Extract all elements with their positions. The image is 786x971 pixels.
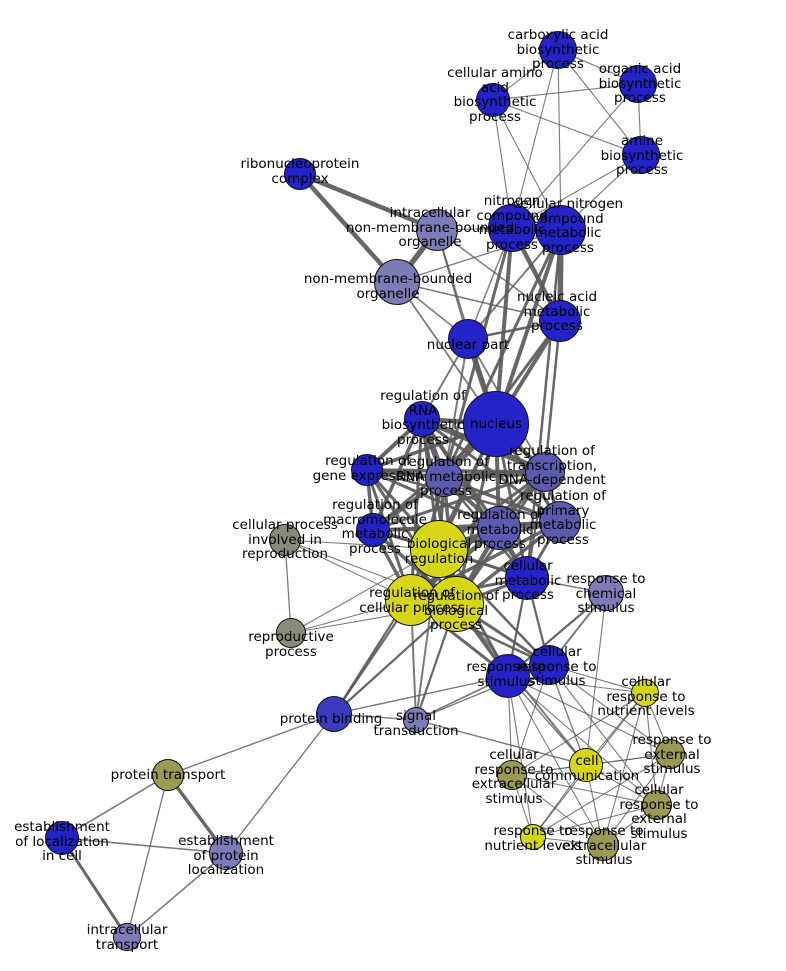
graph-edge bbox=[532, 753, 671, 838]
graph-edge bbox=[60, 837, 129, 938]
graph-edge bbox=[511, 692, 646, 776]
graph-node-establishment-of-protein-localization[interactable] bbox=[209, 836, 243, 870]
graph-node-regulation-of-rna-metabolic-process[interactable] bbox=[425, 459, 463, 497]
graph-node-protein-binding[interactable] bbox=[316, 696, 352, 732]
graph-edge bbox=[492, 99, 642, 156]
graph-edge bbox=[126, 774, 169, 938]
graph-edge bbox=[61, 774, 169, 839]
graph-node-carboxylic-acid-biosynthetic-process[interactable] bbox=[539, 31, 577, 69]
graph-edge bbox=[511, 154, 642, 229]
graph-edge bbox=[61, 837, 227, 854]
graph-node-regulation-of-biological-process[interactable] bbox=[428, 576, 484, 632]
graph-edge bbox=[507, 675, 534, 838]
graph-edge bbox=[543, 320, 562, 473]
graph-edge bbox=[511, 774, 604, 846]
graph-edge bbox=[511, 774, 658, 806]
graph-node-intracellular-transport[interactable] bbox=[113, 923, 141, 951]
graph-edge bbox=[511, 49, 559, 229]
graph-node-protein-transport[interactable] bbox=[152, 759, 184, 791]
graph-node-non-membrane-bounded-organelle[interactable] bbox=[374, 259, 420, 305]
graph-node-nuclear-part[interactable] bbox=[448, 319, 488, 359]
graph-edge bbox=[557, 49, 642, 156]
graph-node-biological-regulation[interactable] bbox=[410, 520, 468, 578]
graph-node-cell-communication[interactable] bbox=[569, 748, 603, 782]
graph-node-signal-transduction[interactable] bbox=[403, 707, 429, 733]
graph-node-regulation-of-transcription-dna-dependent[interactable] bbox=[525, 452, 565, 492]
graph-edge bbox=[492, 83, 639, 101]
graph-edge bbox=[299, 171, 438, 233]
graph-edge bbox=[507, 675, 646, 694]
graph-node-response-to-external-stimulus[interactable] bbox=[655, 739, 685, 769]
graph-node-organic-acid-biosynthetic-process[interactable] bbox=[619, 65, 657, 103]
graph-node-response-to-chemical-stimulus[interactable] bbox=[588, 575, 624, 611]
graph-node-cellular-response-to-stimulus[interactable] bbox=[529, 645, 569, 685]
graph-node-regulation-of-primary-metabolic-process[interactable] bbox=[539, 501, 581, 543]
graph-node-reproductive-process[interactable] bbox=[276, 618, 306, 648]
graph-node-cellular-process-involved-in-reproduction[interactable] bbox=[269, 524, 301, 556]
graph-node-amine-biosynthetic-process[interactable] bbox=[622, 136, 660, 174]
graph-edge bbox=[333, 675, 509, 715]
graph-edge bbox=[511, 83, 639, 229]
graph-edge bbox=[225, 713, 335, 854]
graph-edge bbox=[167, 713, 335, 776]
graph-node-cellular-response-to-extracellular-stimulus[interactable] bbox=[497, 760, 527, 790]
graph-node-cellular-metabolic-process[interactable] bbox=[505, 556, 549, 600]
graph-node-cellular-amino-acid-biosynthetic-process[interactable] bbox=[476, 83, 510, 117]
graph-node-regulation-of-metabolic-process[interactable] bbox=[477, 506, 521, 550]
graph-node-nitrogen-compound-metabolic-process[interactable] bbox=[488, 204, 536, 252]
graph-node-establishment-of-localization-in-cell[interactable] bbox=[45, 821, 79, 855]
graph-edge bbox=[602, 753, 671, 846]
graph-node-regulation-of-gene-expression[interactable] bbox=[351, 454, 383, 486]
graph-node-response-to-extracellular-stimulus[interactable] bbox=[587, 829, 619, 861]
graph-node-cellular-response-to-external-stimulus[interactable] bbox=[642, 790, 672, 820]
graph-node-cellular-response-to-nutrient-levels[interactable] bbox=[631, 679, 659, 707]
graph-node-response-to-stimulus[interactable] bbox=[486, 654, 530, 698]
graph-edge bbox=[602, 692, 646, 846]
graph-edge bbox=[585, 592, 607, 766]
graph-edge bbox=[525, 229, 563, 579]
graph-node-ribonucleoprotein-complex[interactable] bbox=[284, 158, 316, 190]
graph-edge bbox=[415, 719, 587, 766]
graph-node-nucleus[interactable] bbox=[463, 391, 529, 457]
graph-edge bbox=[126, 852, 227, 938]
graph-edge bbox=[507, 675, 604, 846]
graph-edge bbox=[396, 229, 562, 283]
graph-node-regulation-of-rna-biosynthetic-process[interactable] bbox=[404, 401, 440, 437]
graph-node-intracellular-non-membrane-bounded-organelle[interactable] bbox=[416, 209, 458, 251]
graph-edge bbox=[366, 468, 500, 530]
graph-node-response-to-nutrient-levels[interactable] bbox=[520, 824, 546, 850]
graph-node-cellular-nitrogen-compound-metabolic-process[interactable] bbox=[536, 205, 586, 255]
graph-edge bbox=[507, 675, 671, 755]
graph-edge bbox=[644, 692, 658, 806]
graph-edge bbox=[557, 49, 562, 231]
graph-node-nucleic-acid-metabolic-process[interactable] bbox=[539, 300, 581, 342]
graph-edge bbox=[532, 804, 658, 838]
graph-node-regulation-of-macromolecule-metabolic-process[interactable] bbox=[356, 513, 390, 547]
graph-edge bbox=[409, 418, 424, 601]
graph-edge bbox=[548, 664, 658, 806]
graph-edge bbox=[507, 675, 658, 806]
graph-edge bbox=[366, 468, 561, 524]
